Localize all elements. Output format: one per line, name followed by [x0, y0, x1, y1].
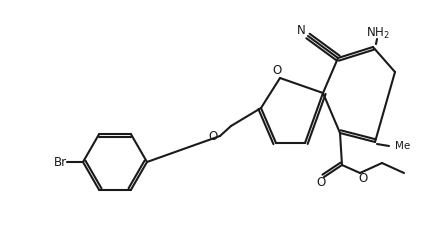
Text: NH$_2$: NH$_2$	[366, 25, 390, 41]
Text: Me: Me	[395, 141, 410, 151]
Text: O: O	[359, 172, 368, 184]
Text: N: N	[297, 24, 305, 38]
Text: O: O	[273, 64, 282, 77]
Text: Br: Br	[54, 155, 67, 169]
Text: O: O	[316, 175, 325, 188]
Text: O: O	[209, 130, 217, 142]
